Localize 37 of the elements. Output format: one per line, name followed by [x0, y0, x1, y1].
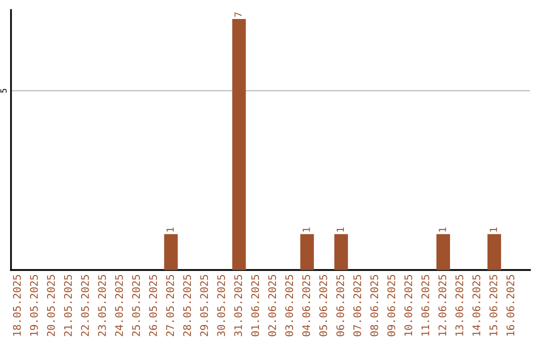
x-tick-label: 29.05.2025: [200, 275, 208, 336]
data-label: 1: [490, 228, 497, 232]
x-tick-label: 20.05.2025: [47, 275, 55, 336]
x-tick-label: 11.06.2025: [421, 275, 430, 336]
x-tick-label: 06.06.2025: [336, 275, 344, 336]
x-tick-label: 22.05.2025: [81, 275, 89, 336]
x-tick-label: 26.05.2025: [149, 275, 157, 336]
x-tick-label: 07.06.2025: [353, 275, 362, 336]
x-tick-label: 27.05.2025: [166, 275, 174, 336]
x-tick-label: 23.05.2025: [98, 275, 106, 336]
x-tick-label: 25.05.2025: [132, 275, 140, 336]
x-tick-label: 01.06.2025: [251, 275, 260, 336]
x-tick-label: 18.05.2025: [12, 275, 21, 336]
x-tick-label: 31.05.2025: [234, 275, 242, 336]
data-label: 1: [336, 228, 344, 232]
x-tick-label: 05.06.2025: [319, 275, 328, 336]
data-label: 1: [166, 228, 174, 232]
x-tick-label: 10.06.2025: [404, 275, 412, 336]
x-tick-label: 30.05.2025: [217, 275, 226, 336]
x-tick-label: 13.06.2025: [455, 275, 464, 336]
x-tick-label: 02.06.2025: [268, 275, 276, 336]
x-tick-label: 09.06.2025: [387, 275, 396, 336]
x-tick-label: 04.06.2025: [302, 275, 310, 336]
x-tick-label: 16.06.2025: [506, 275, 514, 336]
x-tick-label: 15.06.2025: [489, 275, 498, 336]
x-tick-label: 03.06.2025: [285, 275, 294, 336]
x-tick-label: 21.05.2025: [64, 275, 72, 336]
x-tick-label: 12.06.2025: [438, 275, 446, 336]
x-tick-label: 08.06.2025: [370, 275, 378, 336]
x-tick-label: 19.05.2025: [30, 275, 38, 336]
data-label: 1: [302, 228, 310, 232]
y-tick-label: 5: [0, 88, 7, 93]
data-label: 1: [438, 228, 446, 232]
data-label: 7: [234, 12, 242, 17]
x-tick-label: 14.06.2025: [472, 275, 480, 336]
x-tick-label: 24.05.2025: [115, 275, 123, 336]
x-tick-label: 28.05.2025: [183, 275, 192, 336]
